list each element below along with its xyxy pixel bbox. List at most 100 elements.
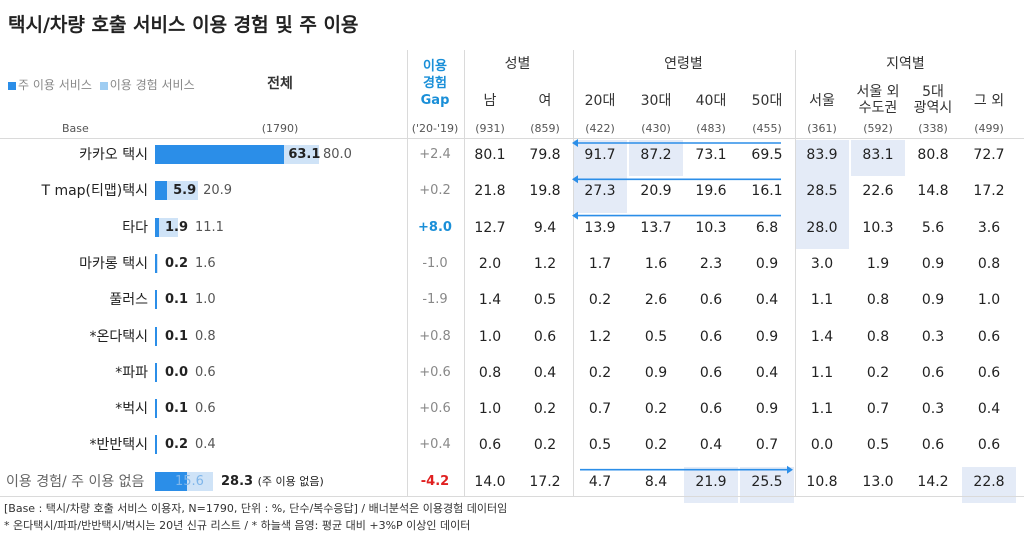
column-header: 5대 광역시 <box>902 84 964 116</box>
table-cell: 13.7 <box>640 219 672 236</box>
bar-main-value: 0.0 <box>165 364 189 380</box>
table-cell: 1.0 <box>478 328 502 345</box>
column-header-line: 20대 <box>584 93 616 109</box>
table-cell: 0.5 <box>533 292 557 309</box>
column-header: 남 <box>459 93 521 109</box>
table-cell: 0.4 <box>755 364 779 381</box>
table-cell: 0.2 <box>533 401 557 418</box>
base-value: (859) <box>530 122 560 135</box>
table-cell: 72.7 <box>973 147 1005 163</box>
table-cell: 1.6 <box>644 255 668 272</box>
row-label: T map(티맵)택시 <box>41 183 148 200</box>
row-label: 풀러스 <box>109 292 148 309</box>
bar-main <box>155 217 159 237</box>
base-total: (1790) <box>261 122 299 135</box>
trend-arrow-head <box>787 465 793 474</box>
table-cell: 9.4 <box>533 219 557 236</box>
column-header: 그 외 <box>958 93 1020 109</box>
table-cell: 1.7 <box>588 255 612 272</box>
table-cell: 0.7 <box>866 401 890 418</box>
table-cell: 1.1 <box>810 292 834 309</box>
base-value: (483) <box>696 122 726 135</box>
bar-main-value: 0.1 <box>165 401 189 417</box>
total-header: 전체 <box>267 76 293 92</box>
bar-main <box>155 435 157 455</box>
column-header-line: 30대 <box>640 93 672 109</box>
bar-experience <box>155 217 178 237</box>
table-cell: 83.9 <box>806 147 838 163</box>
highlight-cell <box>851 140 905 177</box>
bar-exp-value: 0.8 <box>195 328 216 344</box>
table-cell: 21.8 <box>474 183 506 200</box>
gap-header-line3: Gap <box>420 93 450 108</box>
table-cell: 0.9 <box>644 364 668 381</box>
trend-arrow-head <box>572 211 578 220</box>
table-cell: 0.9 <box>755 255 779 272</box>
table-cell: 27.3 <box>584 183 616 200</box>
table-cell: 1.9 <box>866 255 890 272</box>
table-cell: 28.0 <box>806 219 838 236</box>
column-header: 서울 외 수도권 <box>847 84 909 116</box>
table-cell: 0.5 <box>866 437 890 454</box>
highlight-cell <box>629 140 683 177</box>
column-header: 여 <box>514 93 576 109</box>
column-header: 30대 <box>625 93 687 109</box>
table-cell: 0.9 <box>755 328 779 345</box>
base-value: (338) <box>918 122 948 135</box>
table-cell: 0.6 <box>977 364 1001 381</box>
table-cell: 14.2 <box>917 473 949 490</box>
table-cell: 0.0 <box>810 437 834 454</box>
table-cell: 3.6 <box>977 219 1001 236</box>
table-cell: 17.2 <box>973 183 1005 200</box>
table-cell: 0.6 <box>921 437 945 454</box>
gap-value: +8.0 <box>418 219 452 235</box>
table-cell: 0.8 <box>478 364 502 381</box>
base-label: Base <box>62 122 89 135</box>
table-cell: 1.1 <box>810 364 834 381</box>
column-header-line: 광역시 <box>913 100 953 116</box>
table-cell: 1.2 <box>533 255 557 272</box>
table-cell: 79.8 <box>529 147 561 163</box>
table-cell: 4.7 <box>588 473 612 490</box>
table-cell: 2.3 <box>699 255 723 272</box>
table-cell: 0.5 <box>644 328 668 345</box>
table-cell: 0.9 <box>755 401 779 418</box>
table-cell: 6.8 <box>755 219 779 236</box>
row-label: 마카롱 택시 <box>79 255 148 272</box>
table-cell: 12.7 <box>474 219 506 236</box>
bar-main <box>155 253 157 273</box>
table-cell: 1.0 <box>478 401 502 418</box>
table-cell: 8.4 <box>644 473 668 490</box>
table-cell: 1.0 <box>977 292 1001 309</box>
row-label: *온다택시 <box>89 328 148 345</box>
column-header-line: 50대 <box>751 93 783 109</box>
bar-exp-value: 0.4 <box>195 437 216 453</box>
bar-exp-value: 1.0 <box>195 292 216 308</box>
gap-value: +0.8 <box>419 328 451 344</box>
gap-header: 이용 경험 Gap <box>412 58 458 109</box>
gap-value: +2.4 <box>419 147 451 162</box>
highlight-cell <box>795 176 849 213</box>
bar-main-value: 0.2 <box>165 437 189 453</box>
column-header-line: 40대 <box>695 93 727 109</box>
chart-legend: 주 이용 서비스 이용 경험 서비스 <box>8 76 195 93</box>
divider-gap <box>464 50 465 496</box>
bar-main <box>155 326 157 346</box>
column-header-line: 5대 <box>922 84 944 100</box>
table-cell: 0.2 <box>588 364 612 381</box>
table-cell: 0.4 <box>755 292 779 309</box>
base-value: (931) <box>475 122 505 135</box>
column-header: 20대 <box>569 93 631 109</box>
bar-main-value: 15.6 <box>175 473 204 489</box>
table-cell: 22.6 <box>862 183 894 200</box>
group-header: 지역별 <box>886 56 925 72</box>
table-cell: 16.1 <box>751 183 783 200</box>
highlight-cell <box>795 212 849 249</box>
column-header: 50대 <box>736 93 798 109</box>
gap-value: -4.2 <box>420 473 450 489</box>
bar-main-value: 63.1 <box>288 147 321 162</box>
table-cell: 25.5 <box>751 473 783 490</box>
bar-main-value: 5.9 <box>173 183 197 199</box>
